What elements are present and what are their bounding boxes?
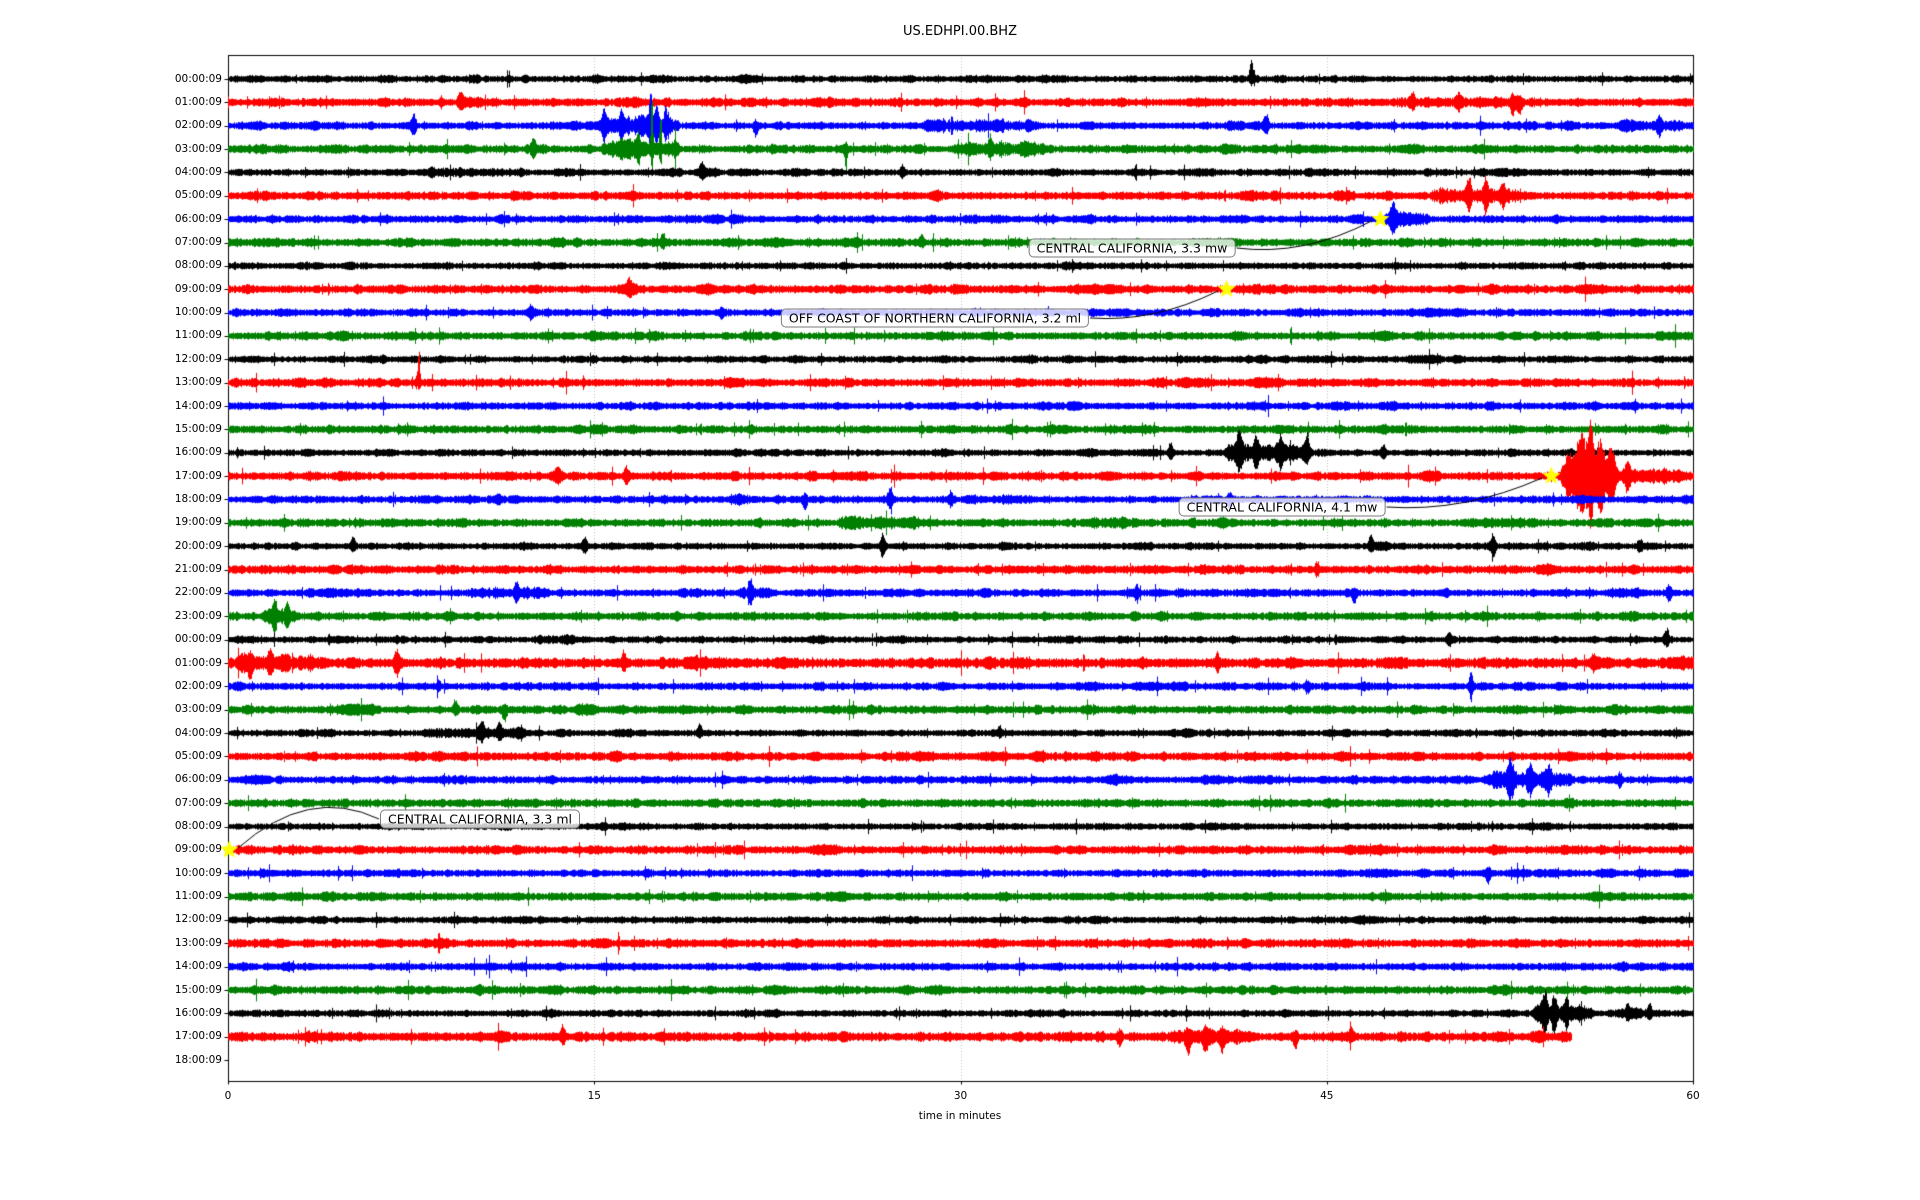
- trace-time-label: 06:00:09: [174, 212, 222, 225]
- trace-time-label: 11:00:09: [174, 329, 222, 342]
- trace-time-label: 05:00:09: [174, 749, 222, 762]
- trace-time-label: 04:00:09: [174, 726, 222, 739]
- trace-time-label: 06:00:09: [174, 773, 222, 786]
- trace-time-label: 12:00:09: [174, 352, 222, 365]
- trace-time-label: 11:00:09: [174, 890, 222, 903]
- trace-time-label: 03:00:09: [174, 142, 222, 155]
- trace-time-label: 14:00:09: [174, 960, 222, 973]
- event-annotation-label: CENTRAL CALIFORNIA, 3.3 ml: [380, 809, 580, 829]
- trace-time-label: 08:00:09: [174, 820, 222, 833]
- event-annotation-label: CENTRAL CALIFORNIA, 4.1 mw: [1178, 497, 1386, 517]
- trace-time-label: 16:00:09: [174, 1006, 222, 1019]
- trace-time-label: 14:00:09: [174, 399, 222, 412]
- trace-time-label: 15:00:09: [174, 422, 222, 435]
- trace-time-label: 01:00:09: [174, 656, 222, 669]
- event-annotation-label: OFF COAST OF NORTHERN CALIFORNIA, 3.2 ml: [780, 308, 1090, 328]
- trace-time-label: 10:00:09: [174, 306, 222, 319]
- trace-time-label: 02:00:09: [174, 679, 222, 692]
- trace-time-label: 18:00:09: [174, 492, 222, 505]
- trace-time-label: 17:00:09: [174, 469, 222, 482]
- trace-time-label: 07:00:09: [174, 236, 222, 249]
- trace-time-label: 20:00:09: [174, 539, 222, 552]
- trace-time-label: 13:00:09: [174, 936, 222, 949]
- x-tick-label: 45: [1320, 1090, 1334, 1102]
- trace-time-label: 23:00:09: [174, 609, 222, 622]
- trace-time-label: 07:00:09: [174, 796, 222, 809]
- x-tick-label: 0: [224, 1090, 232, 1102]
- x-tick-label: 30: [953, 1090, 968, 1102]
- trace-time-label: 04:00:09: [174, 165, 222, 178]
- x-axis-label: time in minutes: [918, 1110, 1002, 1122]
- trace-time-label: 01:00:09: [174, 95, 222, 108]
- trace-time-label: 16:00:09: [174, 446, 222, 459]
- trace-time-label: 13:00:09: [174, 376, 222, 389]
- trace-time-label: 09:00:09: [174, 843, 222, 856]
- trace-time-label: 00:00:09: [174, 72, 222, 85]
- trace-time-label: 00:00:09: [174, 633, 222, 646]
- x-tick-label: 15: [587, 1090, 601, 1102]
- trace-time-label: 08:00:09: [174, 259, 222, 272]
- event-annotation-label: CENTRAL CALIFORNIA, 3.3 mw: [1028, 238, 1236, 258]
- plot-title: US.EDHPI.00.BHZ: [903, 24, 1017, 39]
- trace-time-label: 09:00:09: [174, 282, 222, 295]
- trace-time-label: 15:00:09: [174, 983, 222, 996]
- x-tick-label: 60: [1686, 1090, 1700, 1102]
- trace-time-label: 02:00:09: [174, 119, 222, 132]
- trace-time-label: 10:00:09: [174, 866, 222, 879]
- trace-time-label: 22:00:09: [174, 586, 222, 599]
- trace-time-label: 21:00:09: [174, 563, 222, 576]
- trace-time-label: 18:00:09: [174, 1053, 222, 1066]
- trace-time-label: 12:00:09: [174, 913, 222, 926]
- trace-time-label: 17:00:09: [174, 1030, 222, 1043]
- trace-time-label: 05:00:09: [174, 189, 222, 202]
- trace-time-label: 19:00:09: [174, 516, 222, 529]
- trace-time-label: 03:00:09: [174, 703, 222, 716]
